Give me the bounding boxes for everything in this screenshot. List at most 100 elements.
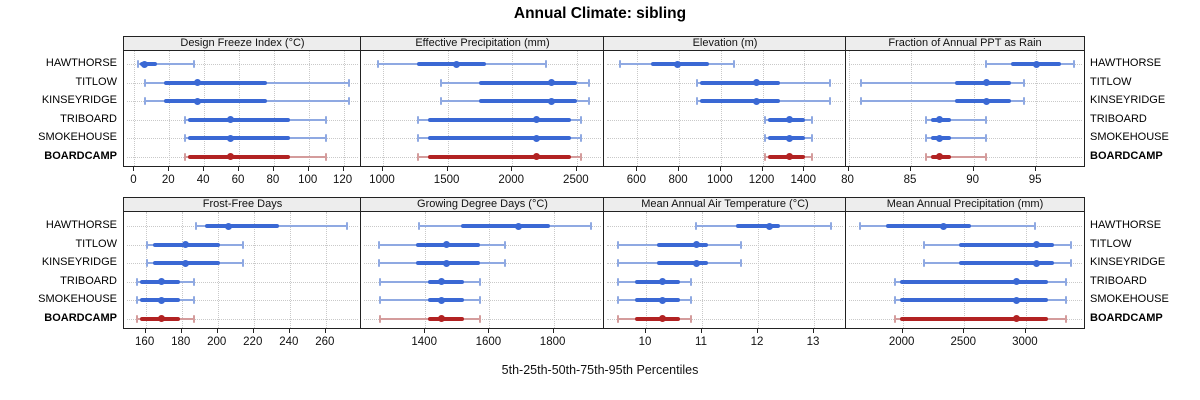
iqr-bar-25-75 [188, 136, 290, 140]
axis-caption: 5th-25th-50th-75th-95th Percentiles [501, 363, 699, 377]
row-guide [607, 318, 843, 320]
iqr-bar-25-75 [428, 316, 464, 321]
axis-tick-label: 100 [298, 174, 318, 186]
row-label-right: TRIBOARD [1090, 274, 1147, 287]
axis-tick-label: 1000 [707, 174, 733, 186]
iqr-bar-25-75 [428, 136, 572, 140]
median-dot [453, 60, 461, 68]
whisker-cap-95th [588, 97, 591, 105]
whisker-cap-5th [925, 152, 928, 161]
panel-strip-title: Fraction of Annual PPT as Rain [888, 37, 1042, 49]
row-label-right: HAWTHORSE [1090, 57, 1162, 69]
gridline-vertical [239, 51, 240, 166]
gridline-vertical [325, 212, 327, 328]
median-dot [1033, 259, 1041, 267]
whisker-cap-95th [689, 314, 692, 323]
axis-tick [1024, 328, 1026, 333]
whisker-5-95 [926, 155, 987, 158]
whisker-cap-5th [377, 259, 380, 267]
gridline-vertical [382, 51, 384, 166]
whisker-cap-95th [1069, 240, 1072, 249]
gridline-vertical [512, 51, 514, 166]
whisker-cap-5th [617, 296, 619, 304]
axis-tick-label: 2000 [888, 336, 915, 348]
axis-tick-label: 220 [243, 336, 263, 348]
gridline-vertical [973, 51, 975, 166]
whisker-cap-5th [894, 296, 897, 304]
whisker-cap-5th [416, 115, 419, 124]
gridline-vertical [273, 51, 275, 166]
axis-tick [678, 166, 680, 171]
gridline-vertical [181, 212, 183, 328]
axis-tick [910, 166, 912, 171]
median-dot [936, 116, 944, 123]
whisker-cap-5th [146, 259, 149, 267]
whisker-cap-95th [193, 277, 196, 286]
panel-strip: Frost-Free Days [123, 197, 361, 211]
gridline-vertical [204, 51, 206, 166]
gridline-vertical [289, 212, 291, 328]
whisker-cap-95th [241, 259, 244, 267]
whisker-cap-95th [689, 296, 692, 304]
axis-tick [972, 166, 974, 171]
whisker-cap-95th [579, 115, 582, 124]
whisker-5-95 [861, 100, 1024, 102]
whisker-cap-95th [985, 115, 988, 124]
whisker-cap-5th [894, 314, 897, 323]
iqr-bar-25-75 [657, 261, 708, 265]
iqr-bar-25-75 [886, 224, 972, 228]
whisker-cap-95th [985, 134, 988, 142]
gridline-vertical [253, 212, 255, 328]
median-dot [1032, 60, 1040, 68]
panel-strip-title: Elevation (m) [692, 37, 758, 49]
axis-tick-label: 180 [171, 336, 191, 348]
whisker-cap-5th [146, 240, 149, 249]
whisker-cap-5th [143, 97, 146, 105]
gridline-vertical [848, 51, 850, 166]
whisker-cap-5th [618, 60, 621, 68]
iqr-bar-25-75 [188, 154, 290, 159]
median-dot [659, 296, 667, 304]
whisker-cap-5th [617, 277, 619, 286]
axis-tick [424, 328, 426, 333]
median-dot [786, 116, 794, 123]
axis-tick [963, 328, 965, 333]
axis-tick-label: 2000 [498, 174, 525, 186]
whisker-cap-95th [504, 240, 507, 249]
iqr-bar-25-75 [417, 62, 486, 66]
whisker-cap-95th [1064, 277, 1067, 286]
median-dot [786, 134, 794, 142]
whisker-cap-5th [985, 60, 988, 68]
axis-tick [803, 166, 805, 171]
whisker-cap-5th [922, 240, 925, 249]
whisker-cap-5th [183, 152, 186, 161]
whisker-cap-95th [810, 115, 813, 124]
gridline-vertical [646, 212, 647, 328]
panel-strip-title: Mean Annual Air Temperature (°C) [641, 198, 809, 210]
axis-tick [168, 166, 170, 171]
median-dot [752, 97, 760, 105]
axis-tick-label: 60 [231, 174, 245, 186]
row-label-right: KINSEYRIDGE [1090, 94, 1166, 106]
axis-tick [272, 166, 274, 171]
whisker-cap-5th [183, 134, 186, 142]
axis-tick-label: 80 [841, 174, 854, 186]
median-dot [158, 296, 166, 304]
row-label-right: TITLOW [1090, 75, 1132, 88]
iqr-bar-25-75 [164, 99, 267, 103]
axis-tick [381, 166, 383, 171]
gridline-vertical [679, 51, 681, 166]
axis-tick [252, 328, 254, 333]
axis-tick [901, 328, 903, 333]
row-label-left: SMOKEHOUSE [38, 131, 117, 143]
row-guide [127, 281, 358, 283]
panel [360, 211, 604, 329]
gridline-vertical [902, 212, 904, 328]
axis-tick [342, 166, 344, 171]
panel [360, 50, 604, 167]
panel-strip-title: Growing Degree Days (°C) [417, 198, 548, 210]
whisker-cap-95th [241, 240, 244, 249]
whisker-cap-95th [810, 134, 813, 142]
whisker-cap-95th [325, 152, 328, 161]
